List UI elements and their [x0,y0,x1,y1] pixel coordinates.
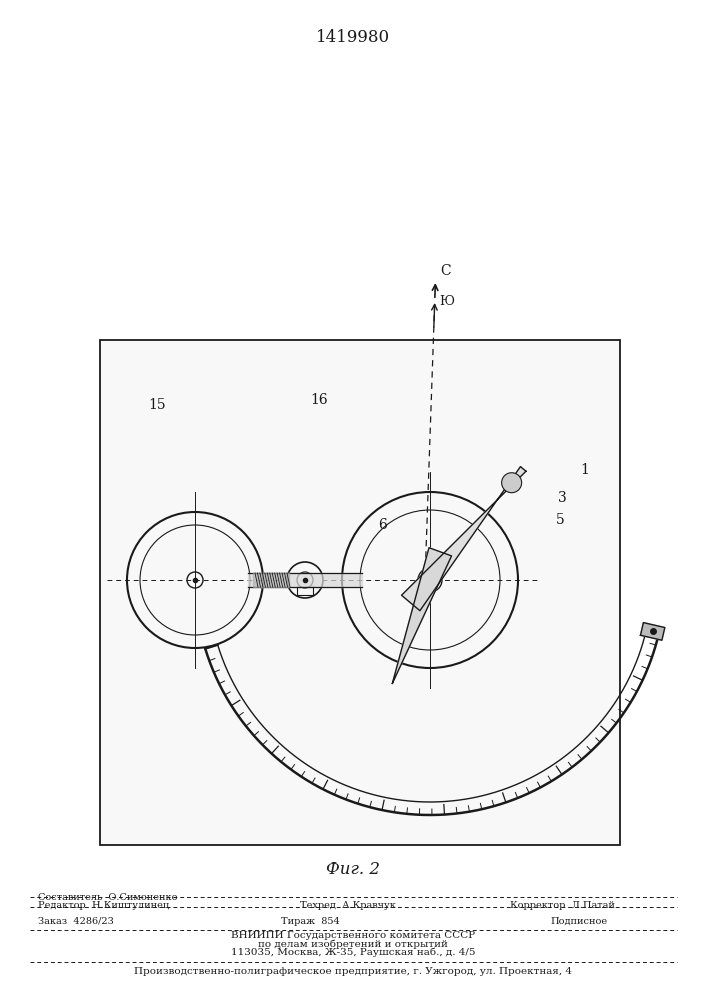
Text: 6: 6 [378,518,387,532]
Polygon shape [641,623,665,640]
Bar [100,340,620,845]
Text: 1: 1 [580,463,589,477]
Text: Фиг. 2: Фиг. 2 [326,861,380,879]
Text: Корректор  Л.Патай: Корректор Л.Патай [510,900,615,910]
Text: 3: 3 [558,491,567,505]
Text: 113035, Москва, Ж-35, Раушская наб., д. 4/5: 113035, Москва, Ж-35, Раушская наб., д. … [230,947,475,957]
Circle shape [502,473,522,493]
Polygon shape [392,548,452,683]
Text: Подписное: Подписное [550,916,607,926]
Text: 15: 15 [148,398,165,412]
Text: ВНИИПИ Государственного комитета СССР: ВНИИПИ Государственного комитета СССР [231,932,475,940]
Text: Составитель  О.Симоненко: Составитель О.Симоненко [38,894,177,902]
Text: 1419980: 1419980 [316,29,390,46]
Text: Редактор  Н.Киштулинец: Редактор Н.Киштулинец [38,900,169,910]
Text: Техред  А.Кравчук: Техред А.Кравчук [300,900,396,910]
Polygon shape [253,573,289,587]
Text: 5: 5 [556,513,565,527]
Text: Производственно-полиграфическое предприятие, г. Ужгород, ул. Проектная, 4: Производственно-полиграфическое предприя… [134,968,572,976]
Polygon shape [402,467,526,611]
Text: Тираж  854: Тираж 854 [281,916,339,926]
Text: С: С [440,264,451,278]
Text: по делам изобретений и открытий: по делам изобретений и открытий [258,939,448,949]
Text: 16: 16 [310,393,327,407]
Text: Ю: Ю [440,295,455,308]
Polygon shape [248,573,362,587]
Text: Заказ  4286/23: Заказ 4286/23 [38,916,114,926]
